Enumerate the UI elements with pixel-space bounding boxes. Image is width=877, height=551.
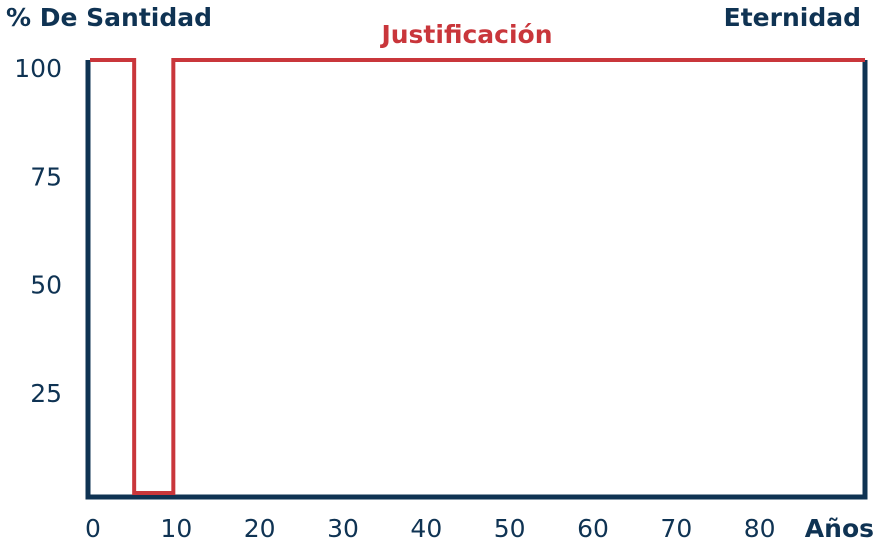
y-axis-label: % De Santidad bbox=[6, 3, 212, 32]
axis-frame bbox=[85, 60, 868, 500]
x-tick-label: 30 bbox=[327, 514, 359, 543]
series-line bbox=[90, 58, 865, 495]
y-tick-label: 75 bbox=[30, 162, 62, 191]
x-tick-label: 60 bbox=[577, 514, 609, 543]
x-tick-label: 50 bbox=[494, 514, 526, 543]
annotation: Eternidad bbox=[724, 3, 861, 32]
x-tick-label: 70 bbox=[660, 514, 692, 543]
x-axis-label: Años bbox=[805, 514, 874, 543]
series-label: Justificación bbox=[379, 20, 552, 49]
y-tick-label: 100 bbox=[14, 54, 62, 83]
x-tick-label: 20 bbox=[244, 514, 276, 543]
x-tick-label: 80 bbox=[744, 514, 776, 543]
x-tick-label: 40 bbox=[410, 514, 442, 543]
x-tick-label: 0 bbox=[85, 514, 101, 543]
x-tick-label: 10 bbox=[160, 514, 192, 543]
y-tick-label: 25 bbox=[30, 379, 62, 408]
y-tick-label: 50 bbox=[30, 271, 62, 300]
